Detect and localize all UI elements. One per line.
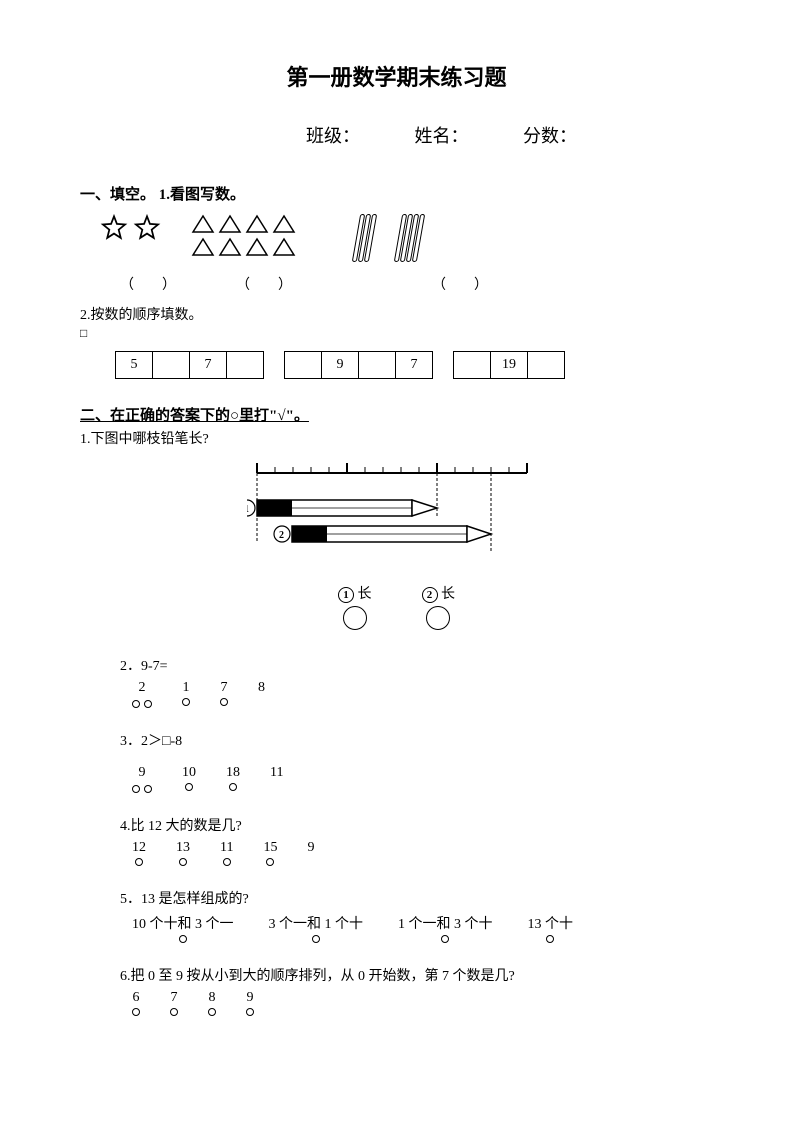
svg-text:1: 1 (247, 504, 249, 515)
score-label: 分数： (523, 126, 577, 146)
num-box (226, 351, 264, 379)
blank-paren: （ ） (236, 274, 292, 294)
num-box (453, 351, 491, 379)
section1-title: 一、填空。 1.看图写数。 (80, 183, 713, 204)
answer-circle (426, 606, 450, 630)
blank-paren: （ ） (120, 274, 176, 294)
option: 9 (132, 765, 152, 795)
option: 18 (226, 765, 240, 795)
q5-text: 5．13 是怎样组成的? (120, 888, 713, 908)
option: 7 (220, 680, 228, 710)
num-box (284, 351, 322, 379)
header-fields: 班级： 姓名： 分数： (80, 122, 713, 148)
class-label: 班级： (306, 126, 360, 146)
ruler-pencils: 0 5 10 15 1 2 (247, 458, 547, 568)
option: 9 (246, 990, 254, 1018)
triangle-icon (272, 214, 296, 234)
box-group-2: 9 7 (284, 351, 433, 379)
option: 12 (132, 840, 146, 868)
box-group-3: 19 (453, 351, 565, 379)
q1-images (100, 214, 713, 262)
s2q6: 6.把 0 至 9 按从小到大的顺序排列，从 0 开始数，第 7 个数是几? 6… (120, 965, 713, 1018)
num-box: 7 (189, 351, 227, 379)
triangles-group (191, 214, 296, 257)
option: 15 (263, 840, 277, 868)
option: 13 (176, 840, 190, 868)
q4-text: 4.比 12 大的数是几? (120, 815, 713, 835)
circled-2-icon: 2 (422, 587, 438, 603)
option: 11 (220, 840, 233, 868)
option: 10 个十和 3 个一 (132, 913, 234, 945)
option: 2 (132, 680, 152, 710)
triangle-icon (218, 214, 242, 234)
q2-text: 2.按数的顺序填数。 (80, 304, 713, 324)
triangle-icon (191, 237, 215, 257)
svg-text:0: 0 (253, 458, 259, 461)
q3-text: 3．2＞□-8 (120, 730, 713, 750)
box-group-1: 5 7 (115, 351, 264, 379)
number-boxes: 5 7 9 7 19 (115, 351, 713, 379)
q5-options: 10 个十和 3 个一 3 个一和 1 个十 1 个一和 3 个十 13 个十 (132, 913, 713, 945)
num-box (358, 351, 396, 379)
option: 6 (132, 990, 140, 1018)
square-marker: □ (80, 326, 713, 341)
s2q5: 5．13 是怎样组成的? 10 个十和 3 个一 3 个一和 1 个十 1 个一… (120, 888, 713, 945)
svg-text:5: 5 (343, 458, 349, 461)
q6-options: 6 7 8 9 (132, 990, 713, 1018)
q3-options: 9 10 18 11 (132, 765, 713, 795)
triangle-icon (191, 214, 215, 234)
s2q4: 4.比 12 大的数是几? 12 13 11 15 9 (120, 815, 713, 868)
q2-options: 2 1 7 8 (132, 680, 713, 710)
num-box: 9 (321, 351, 359, 379)
triangle-icon (245, 237, 269, 257)
name-label: 姓名： (415, 126, 469, 146)
answer-circle (343, 606, 367, 630)
num-box: 7 (395, 351, 433, 379)
option: 1 个一和 3 个十 (398, 913, 493, 945)
choice-1-long: 1 长 (338, 583, 372, 630)
num-box: 5 (115, 351, 153, 379)
triangle-icon (218, 237, 242, 257)
svg-text:2: 2 (279, 530, 284, 541)
triangle-icon (272, 237, 296, 257)
blank-paren: （ ） (432, 274, 488, 294)
num-box (527, 351, 565, 379)
svg-text:10: 10 (429, 458, 441, 461)
option: 9 (307, 840, 314, 868)
choice-2-long: 2 长 (422, 583, 456, 630)
sticks-4 (398, 214, 421, 262)
section2-title: 二、在正确的答案下的○里打"√"。 (80, 404, 713, 425)
option: 11 (270, 765, 283, 795)
q1-blanks: （ ） （ ） （ ） (100, 274, 713, 294)
s2q2: 2．9-7= 2 1 7 8 (120, 655, 713, 710)
triangle-icon (245, 214, 269, 234)
stars-group (100, 214, 161, 242)
star-icon (133, 214, 161, 242)
option: 3 个一和 1 个十 (269, 913, 364, 945)
q2-text: 2．9-7= (120, 655, 713, 675)
q6-text: 6.把 0 至 9 按从小到大的顺序排列，从 0 开始数，第 7 个数是几? (120, 965, 713, 985)
circled-1-icon: 1 (338, 587, 354, 603)
ruler-svg: 0 5 10 15 1 2 (247, 458, 547, 563)
s2q1-text: 1.下图中哪枝铅笔长? (80, 428, 713, 448)
option: 1 (182, 680, 190, 710)
star-icon (100, 214, 128, 242)
num-box (152, 351, 190, 379)
svg-text:15: 15 (519, 458, 531, 461)
page-title: 第一册数学期末练习题 (80, 60, 713, 92)
option: 8 (258, 680, 265, 710)
q4-options: 12 13 11 15 9 (132, 840, 713, 868)
option: 13 个十 (528, 913, 574, 945)
option: 8 (208, 990, 216, 1018)
sticks-3 (356, 214, 373, 262)
s2q3: 3．2＞□-8 9 10 18 11 (120, 730, 713, 795)
sticks-groups (356, 214, 421, 262)
option: 10 (182, 765, 196, 795)
num-box: 19 (490, 351, 528, 379)
length-choices: 1 长 2 长 (80, 583, 713, 630)
option: 7 (170, 990, 178, 1018)
